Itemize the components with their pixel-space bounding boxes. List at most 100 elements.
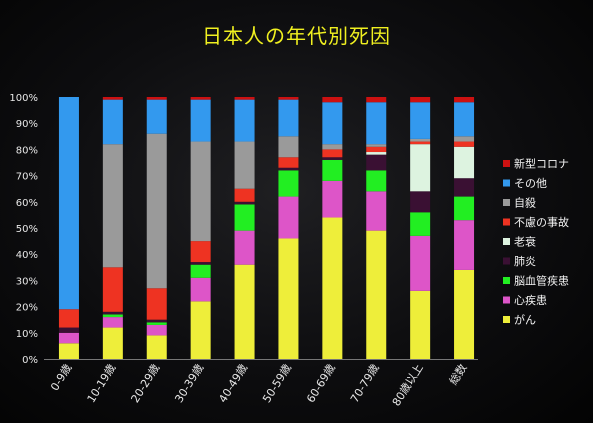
bar-segment xyxy=(102,97,123,100)
bar-segment xyxy=(410,141,431,145)
bar-segment xyxy=(454,178,475,197)
bar-segment xyxy=(278,170,299,197)
bar-segment xyxy=(454,97,475,103)
legend-label: がん xyxy=(514,313,536,327)
chart-title: 日本人の年代別死因 xyxy=(202,24,391,48)
bar-segment xyxy=(234,201,255,205)
bar-segment xyxy=(366,144,387,147)
x-tick-label: 0-9歳 xyxy=(48,362,74,393)
bar-segment xyxy=(366,191,387,231)
bar-segment xyxy=(410,191,431,213)
bar-segment xyxy=(366,97,387,103)
bar-segment xyxy=(102,267,123,312)
bar-segment xyxy=(322,97,343,103)
bar-segment xyxy=(234,97,255,100)
bar-segment xyxy=(102,327,123,359)
bar-segment xyxy=(234,204,255,231)
bar-segment xyxy=(190,99,211,142)
x-tick-labels: 0-9歳 10-19歳 20-29歳 30-39歳 40-49歳 50-59歳 60-69歳… xyxy=(48,361,469,408)
bar-segment xyxy=(190,262,211,265)
bar-segment xyxy=(454,146,475,179)
bar-segment xyxy=(102,144,123,268)
bar-segment xyxy=(146,133,167,289)
bar-segment xyxy=(278,157,299,168)
bar-segment xyxy=(366,170,387,192)
bar-segment xyxy=(454,102,475,137)
x-tick-label: 80歳以上 xyxy=(390,362,426,409)
bar-segment xyxy=(234,141,255,189)
bar-segment xyxy=(366,152,387,155)
bar-segment xyxy=(146,97,167,100)
bar-segment xyxy=(454,136,475,142)
y-tick-label: 0% xyxy=(22,355,38,366)
bar-segment xyxy=(366,154,387,171)
bar-segment xyxy=(102,99,123,145)
legend-swatch xyxy=(503,160,510,167)
bar-segment xyxy=(234,264,255,359)
bar-segment xyxy=(278,136,299,158)
legend-label: 自殺 xyxy=(514,196,536,210)
legend-swatch xyxy=(503,316,510,323)
y-tick-label: 50% xyxy=(16,224,38,235)
bar-segment xyxy=(410,212,431,236)
legend-label: 老衰 xyxy=(514,235,536,249)
bar-segment xyxy=(278,238,299,359)
y-tick-label: 70% xyxy=(16,172,38,183)
x-tick-label: 60-69歳 xyxy=(304,362,338,405)
x-tick-label: 30-39歳 xyxy=(172,362,206,405)
bar-segment xyxy=(234,188,255,202)
bar-segment xyxy=(146,99,167,134)
bar-segment xyxy=(322,102,343,145)
bar-segment xyxy=(58,332,79,344)
bar-segment xyxy=(366,102,387,145)
bar-segment xyxy=(322,180,343,218)
x-tick-label: 総数 xyxy=(446,361,470,387)
bar-segment xyxy=(322,217,343,359)
bar-segment xyxy=(322,144,343,150)
legend-label: 肺炎 xyxy=(514,255,536,268)
bar-segment xyxy=(410,102,431,139)
bar-segment xyxy=(190,241,211,263)
bar-segment xyxy=(102,314,123,318)
bar-segment xyxy=(146,288,167,320)
bar-segment xyxy=(366,146,387,153)
bar-segment xyxy=(190,141,211,242)
bar-segment xyxy=(58,327,79,333)
legend-swatch xyxy=(503,257,510,265)
bar-segment xyxy=(278,99,299,137)
bar-segment xyxy=(454,269,475,359)
y-tick-label: 90% xyxy=(16,119,38,130)
bar-segment xyxy=(322,149,343,158)
bar-segment xyxy=(454,196,475,221)
legend-label: 新型コロナ xyxy=(514,157,569,171)
bar-segment xyxy=(410,290,431,359)
y-tick-label: 20% xyxy=(16,303,38,314)
bar-segment xyxy=(278,97,299,100)
bar-segment xyxy=(278,167,299,171)
axis-layer: 0% 10% 20% 30% 40% 50% 60% 70% 80% 90% 100% xyxy=(9,93,478,366)
bar-segment xyxy=(58,309,79,328)
legend-swatch xyxy=(503,199,510,206)
legend-swatch xyxy=(503,296,510,304)
y-tick-label: 40% xyxy=(16,250,38,261)
y-tick-label: 100% xyxy=(9,93,38,104)
bar-segment xyxy=(190,264,211,278)
legend-label: 脳血管疾患 xyxy=(514,274,569,288)
legend-swatch xyxy=(503,218,510,226)
bar-segment xyxy=(410,144,431,192)
bar-segment xyxy=(190,97,211,100)
legend-label: 不慮の事故 xyxy=(514,215,569,229)
bar-segment xyxy=(102,311,123,315)
x-tick-label: 20-29歳 xyxy=(128,362,162,405)
bar-segment xyxy=(58,343,79,359)
x-tick-label: 10-19歳 xyxy=(85,362,119,405)
bar-segment xyxy=(454,220,475,270)
bar-segment xyxy=(58,97,79,310)
bar-segment xyxy=(190,277,211,302)
legend-swatch xyxy=(503,277,510,284)
bar-segment xyxy=(410,235,431,291)
y-tick-label: 60% xyxy=(16,198,38,209)
x-tick-label: 50-59歳 xyxy=(260,362,294,405)
bar-segment xyxy=(146,319,167,323)
